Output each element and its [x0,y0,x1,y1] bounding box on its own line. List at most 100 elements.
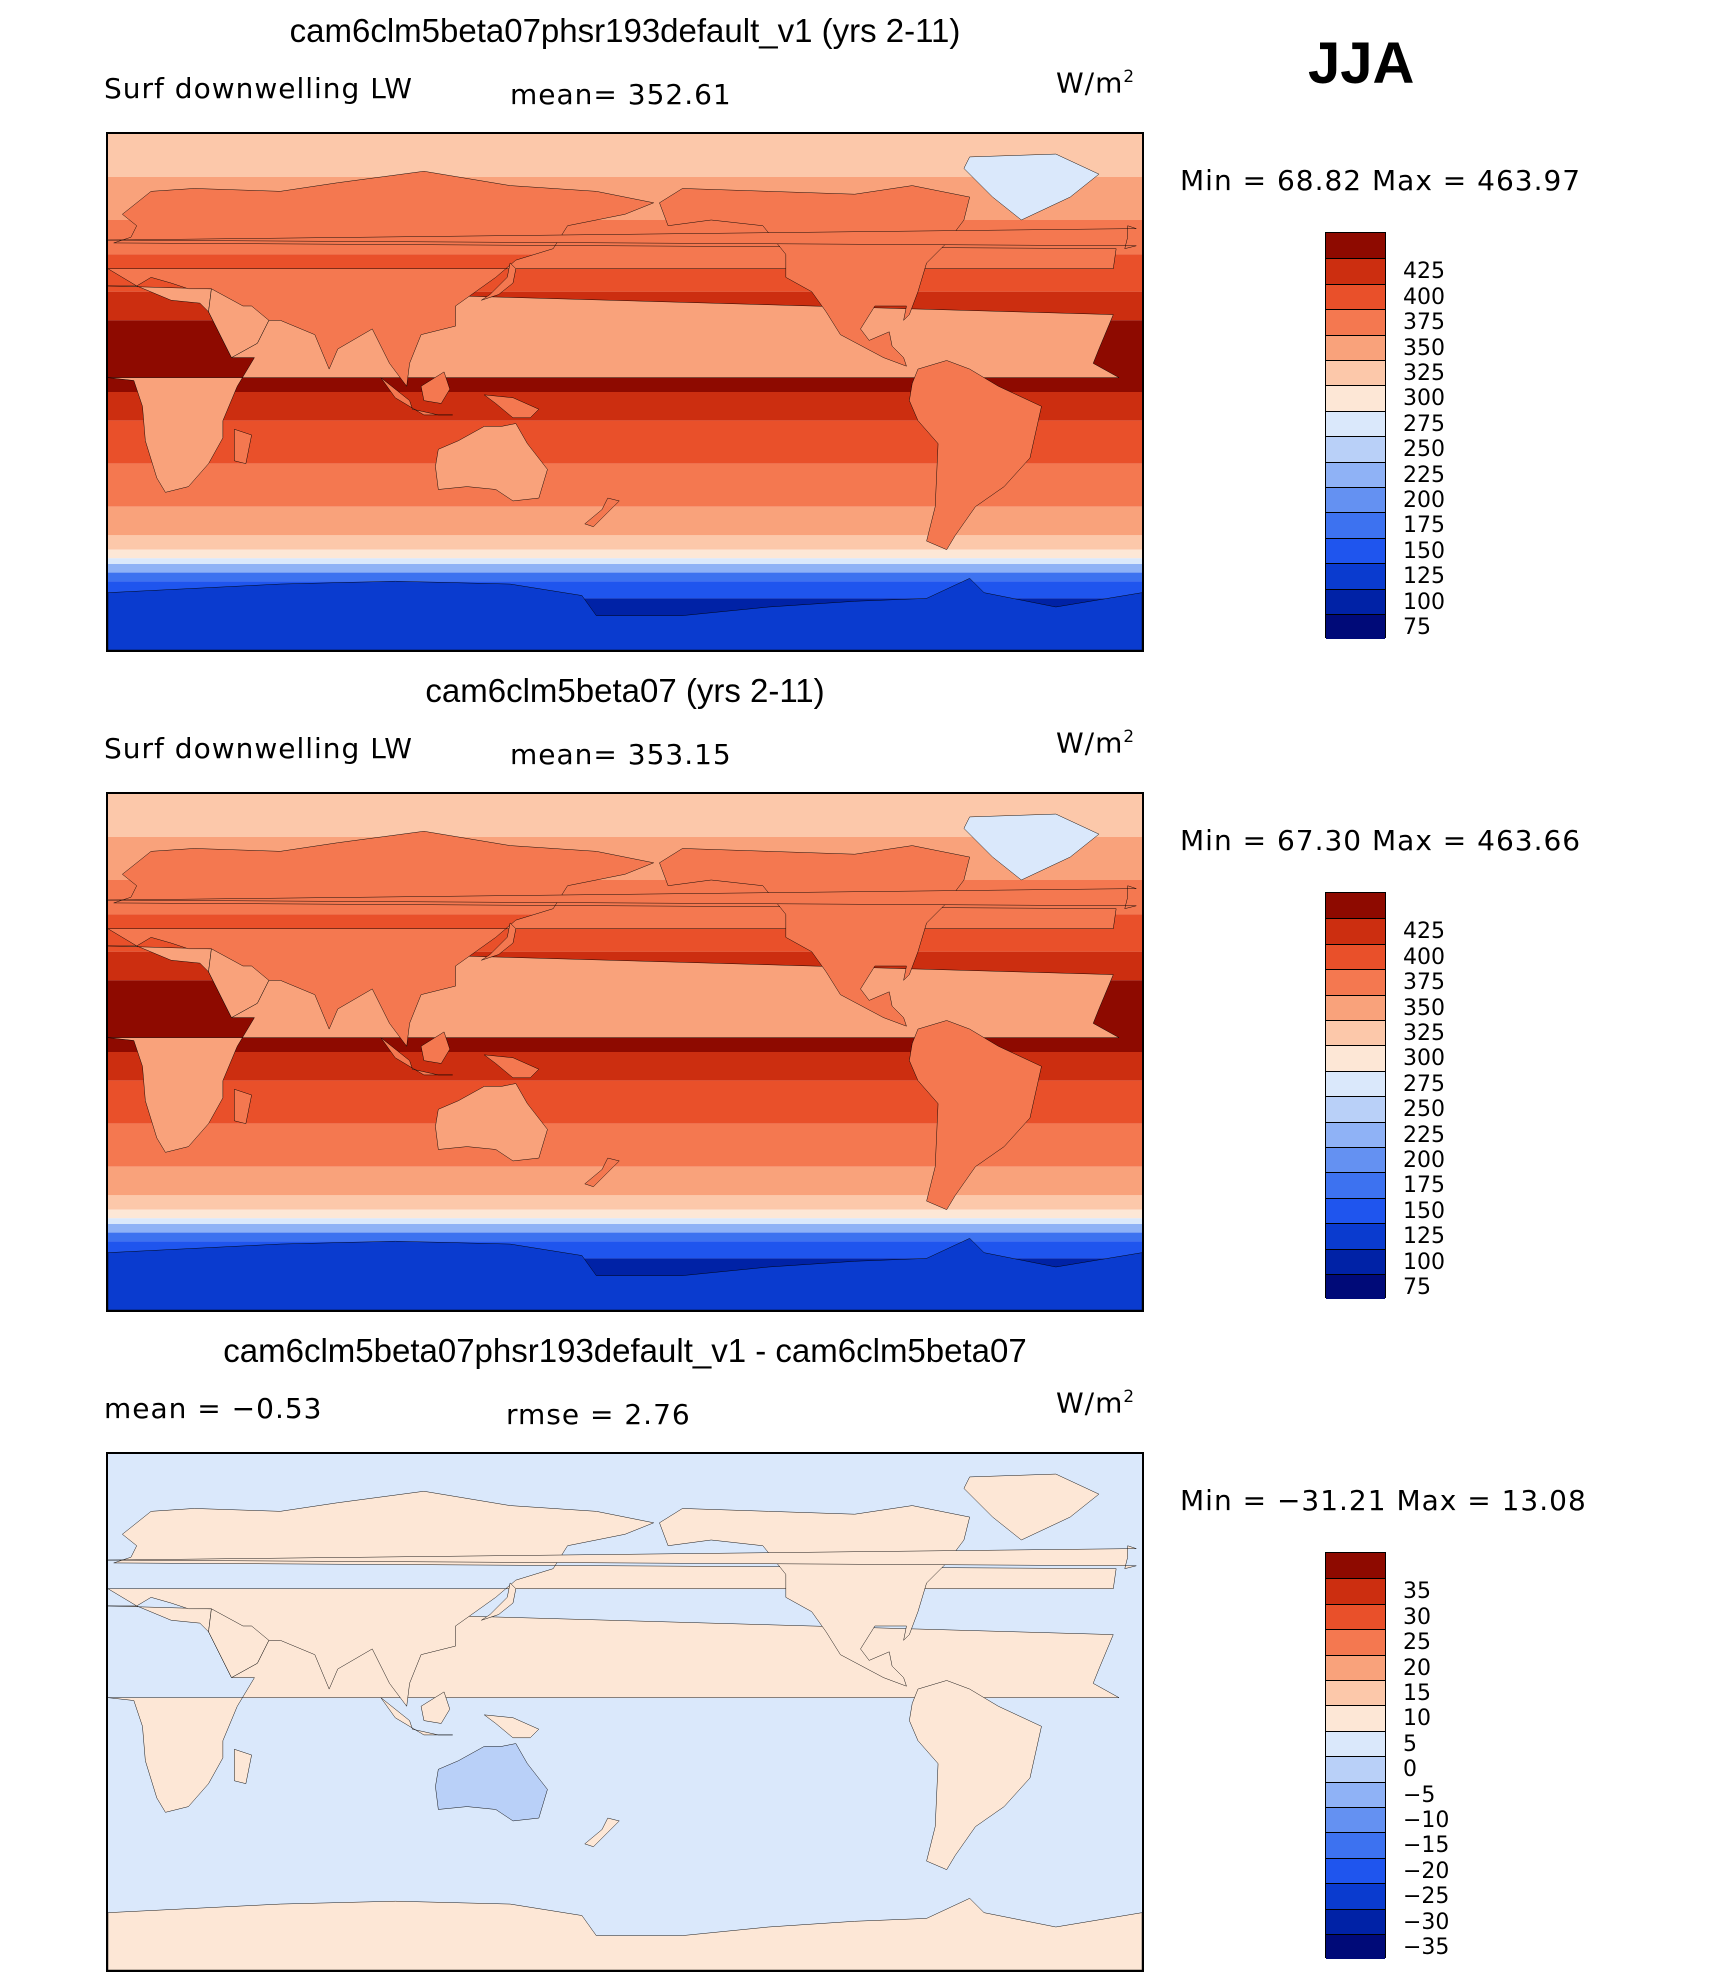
colorbar-tick-label: 250 [1403,1097,1445,1123]
colorbar-tick-label: 200 [1403,488,1445,513]
coastline-australia [435,424,547,501]
colorbar-tick-label: 425 [1403,259,1445,285]
field-band [108,1195,1142,1210]
colorbar [1325,1552,1386,1960]
colorbar-tick-label: 20 [1403,1655,1431,1681]
colorbar-tick-label: 375 [1403,970,1445,996]
colorbar-swatch [1326,1934,1385,1960]
colorbar-tick-label: 350 [1403,335,1445,361]
colorbar-tick-label: 25 [1403,1630,1431,1656]
colorbar-tick-label: 275 [1403,1071,1445,1097]
season-label: JJA [1308,31,1415,96]
coastline-uk [108,226,1136,249]
colorbar-swatch [1326,1045,1385,1071]
colorbar-swatch [1326,1730,1385,1757]
colorbar-swatch [1326,309,1385,335]
colorbar-tick-label: 150 [1403,1198,1445,1224]
colorbar-tick-label: 400 [1403,944,1445,970]
colorbar-swatch [1326,1223,1385,1249]
units-exponent: 2 [1123,726,1136,746]
field-band [108,564,1142,573]
field-band [108,1232,1142,1242]
coastline-australia [435,1744,547,1821]
colorbar-swatch [1326,487,1385,513]
field-band [108,506,1142,536]
colorbar-swatch [1326,1172,1385,1198]
colorbar-tick-label: −5 [1403,1782,1436,1808]
colorbar-swatch [1326,1070,1385,1097]
field-band [108,1218,1142,1224]
coastline-newzealand [585,498,619,527]
colorbar-swatch [1326,461,1385,487]
colorbar-swatch [1326,1197,1385,1224]
colorbar-tick-label: 175 [1403,513,1445,539]
min-max-label: Min = −31.21 Max = 13.08 [1180,1484,1587,1517]
coastline-japan [481,263,515,300]
colorbar-tick-label: 350 [1403,995,1445,1021]
colorbar-swatch [1326,1883,1385,1909]
panel-stat-label: mean= 353.15 [510,738,732,771]
colorbar-tick-label: 275 [1403,411,1445,437]
colorbar-swatch [1326,1857,1385,1884]
coastline-southamerica [909,1020,1041,1209]
colorbar-swatch [1326,360,1385,386]
colorbar-tick-label: 375 [1403,310,1445,336]
units-text: W/m [1056,1386,1124,1420]
panel-stat-label: rmse = 2.76 [506,1398,691,1431]
colorbar-swatch [1326,1603,1385,1630]
field-band [108,1224,1142,1233]
panel-title: cam6clm5beta07phsr193default_v1 - cam6cl… [223,1332,1027,1369]
coastline-uk [108,1546,1136,1569]
colorbar-tick-label: 125 [1403,564,1445,590]
map-svg [108,1454,1142,1970]
colorbar-swatch [1326,1781,1385,1807]
colorbar-swatch [1326,1578,1385,1604]
colorbar-tick-label: 225 [1403,1122,1445,1148]
colorbar-swatch [1326,1756,1385,1782]
min-max-label: Min = 68.82 Max = 463.97 [1180,164,1582,197]
colorbar-tick-label: 325 [1403,1021,1445,1046]
map-svg [108,794,1142,1310]
colorbar-swatch [1326,1654,1385,1680]
colorbar-tick-label: 250 [1403,437,1445,463]
field-band [108,572,1142,582]
colorbar-tick-label: 5 [1403,1731,1417,1757]
coastline-indonesia [381,1038,453,1075]
colorbar-tick-label: 35 [1403,1579,1431,1605]
colorbar-swatch [1326,1807,1385,1833]
colorbar-swatch [1326,588,1385,614]
colorbar-swatch [1326,1832,1385,1858]
panel-left-label: Surf downwelling LW [104,732,413,765]
colorbar-swatch [1326,334,1385,360]
coastline-newguinea [484,1055,539,1078]
colorbar-swatch [1326,233,1385,259]
colorbar-tick-label: −20 [1403,1858,1450,1884]
map-panel [106,1452,1144,1972]
colorbar-tick-label: 100 [1403,1249,1445,1275]
colorbar-swatch [1326,918,1385,944]
coastline-japan [481,923,515,960]
colorbar-swatch [1326,994,1385,1020]
colorbar-tick-label: 15 [1403,1681,1431,1706]
panel-stat-label: mean= 352.61 [510,78,732,111]
field-band [108,549,1142,559]
map-panel [106,132,1144,652]
units-label: W/m2 [1056,66,1135,99]
coastline-uk [108,886,1136,909]
colorbar-tick-label: −30 [1403,1909,1450,1935]
coastline-antarctica [108,578,1142,650]
coastline-borneo [421,1692,450,1724]
coastline-antarctica [108,1898,1142,1970]
colorbar-tick-label: −15 [1403,1833,1450,1859]
colorbar-tick-label: 325 [1403,361,1445,386]
panel-title: cam6clm5beta07phsr193default_v1 (yrs 2-1… [289,12,961,49]
colorbar-tick-label: 200 [1403,1148,1445,1173]
coastline-madagascar [234,429,251,463]
coastline-indonesia [381,378,453,415]
panel-title: cam6clm5beta07 (yrs 2-11) [425,672,825,709]
coastline-newguinea [484,1715,539,1738]
colorbar-tick-label: 100 [1403,589,1445,615]
colorbar-swatch [1326,969,1385,995]
colorbar-swatch [1326,1147,1385,1173]
